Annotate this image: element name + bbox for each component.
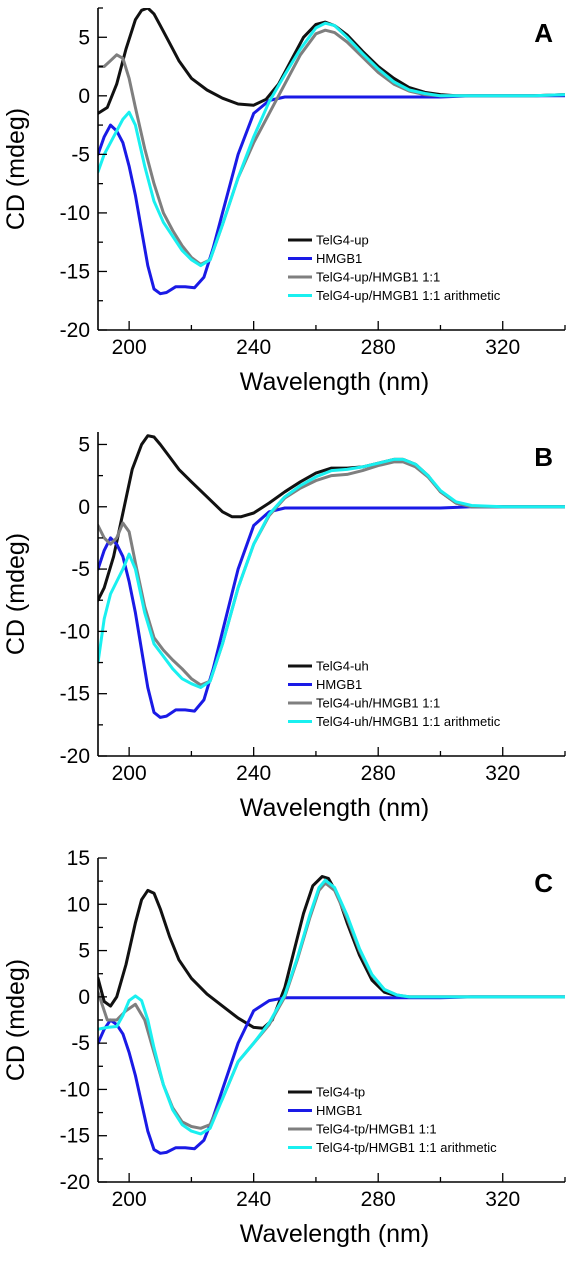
- y-tick-label: -20: [60, 745, 90, 768]
- x-tick-label: 320: [485, 336, 520, 359]
- y-axis-title: CD (mdeg): [2, 959, 30, 1081]
- legend-label-c-4: TelG4-tp/HMGB1 1:1 arithmetic: [316, 1140, 497, 1155]
- chart-panel-c: 200 240 280 320 -20 -15 -10 -5 0 5 10 15 Wavelength …: [2, 847, 566, 1248]
- legend-label-a-3: TelG4-up/HMGB1 1:1: [316, 270, 440, 285]
- y-tick-label: -15: [60, 1125, 90, 1148]
- series-line-a-2: [98, 94, 565, 296]
- series-line-a-4: [98, 21, 565, 268]
- legend-label-b-3: TelG4-uh/HMGB1 1:1: [316, 696, 440, 711]
- series-line-c-1: [98, 875, 565, 1030]
- legend-label-b-4: TelG4-uh/HMGB1 1:1 arithmetic: [316, 714, 501, 729]
- x-tick-label: 240: [236, 336, 271, 359]
- y-tick-label: 10: [67, 893, 90, 916]
- y-tick-label: 15: [67, 847, 90, 870]
- y-axis-title: CD (mdeg): [2, 108, 30, 230]
- x-tick-label: 200: [112, 336, 147, 359]
- y-tick-label: -5: [71, 558, 90, 581]
- y-tick-label: -15: [60, 260, 90, 283]
- x-tick-label: 320: [485, 762, 520, 785]
- x-tick-label: 200: [112, 762, 147, 785]
- y-tick-label: -5: [71, 1032, 90, 1055]
- legend-label-a-4: TelG4-up/HMGB1 1:1 arithmetic: [316, 288, 501, 303]
- x-tick-label: 280: [361, 762, 396, 785]
- x-axis-title: Wavelength (nm): [240, 794, 429, 822]
- x-axis-title: Wavelength (nm): [240, 368, 429, 396]
- x-tick-label: 280: [361, 1188, 396, 1211]
- series-line-b-4: [98, 457, 565, 689]
- y-tick-label: 0: [78, 85, 90, 108]
- legend-label-b-1: TelG4-uh: [316, 659, 369, 674]
- legend-label-c-1: TelG4-tp: [316, 1085, 365, 1100]
- x-tick-label: 240: [236, 1188, 271, 1211]
- x-tick-label: 200: [112, 1188, 147, 1211]
- chart-panel-a: 200 240 280 320 -20 -15 -10 -5 0 5 Wavelength (nm)…: [2, 7, 566, 396]
- legend-label-a-1: TelG4-up: [316, 233, 369, 248]
- legend-label-c-3: TelG4-tp/HMGB1 1:1: [316, 1122, 437, 1137]
- y-tick-label: -15: [60, 683, 90, 706]
- y-tick-label: -20: [60, 1171, 90, 1194]
- legend-label-b-2: HMGB1: [316, 677, 362, 692]
- series-line-b-3: [98, 460, 565, 687]
- panel-letter: C: [534, 868, 553, 898]
- x-tick-label: 320: [485, 1188, 520, 1211]
- legend-label-c-2: HMGB1: [316, 1103, 362, 1118]
- panel-letter: B: [534, 442, 553, 472]
- y-axis-title: CD (mdeg): [2, 533, 30, 655]
- series-line-b-2: [98, 505, 565, 719]
- y-tick-label: -5: [71, 143, 90, 166]
- y-tick-label: 0: [78, 496, 90, 519]
- legend-label-a-2: HMGB1: [316, 251, 362, 266]
- y-tick-label: 5: [78, 433, 90, 456]
- x-tick-label: 280: [361, 336, 396, 359]
- series-line-c-4: [98, 878, 565, 1136]
- chart-panel-b: 200 240 280 320 -20 -15 -10 -5 0 5 Wavelength (nm)…: [2, 432, 566, 822]
- y-tick-label: -10: [60, 620, 90, 643]
- y-tick-label: 0: [78, 986, 90, 1009]
- y-tick-label: -10: [60, 1078, 90, 1101]
- y-tick-label: -20: [60, 319, 90, 342]
- y-tick-label: 5: [78, 940, 90, 963]
- panel-letter: A: [534, 18, 553, 48]
- series-line-b-1: [98, 434, 565, 602]
- y-tick-label: 5: [78, 26, 90, 49]
- x-tick-label: 240: [236, 762, 271, 785]
- x-axis-title: Wavelength (nm): [240, 1220, 429, 1248]
- y-tick-label: -10: [60, 202, 90, 225]
